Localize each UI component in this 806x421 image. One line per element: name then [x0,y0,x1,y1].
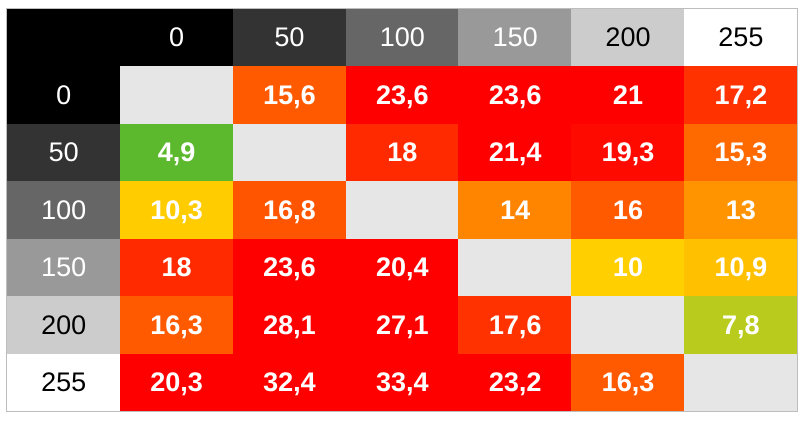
heatmap-cell: 10 [571,238,685,297]
heatmap-cell: 7,8 [684,296,798,355]
diagonal-cell [345,181,459,240]
heatmap-cell: 14 [458,181,572,240]
column-header: 0 [119,9,234,67]
heatmap-cell: 16,8 [232,181,347,240]
heatmap-cell: 21,4 [458,123,572,182]
row-header: 255 [7,353,121,412]
heatmap-cell: 16 [571,181,685,240]
heatmap-cell: 15,3 [684,123,798,182]
row-header: 50 [7,123,121,182]
heatmap-cell: 10,3 [119,181,234,240]
column-header: 255 [684,9,798,67]
heatmap-cell: 17,2 [684,66,798,125]
row-header: 150 [7,238,121,297]
heatmap-cell: 21 [571,66,685,125]
heatmap-cell: 17,6 [458,296,572,355]
diagonal-cell [458,238,572,297]
heatmap-cell: 18 [119,238,234,297]
diagonal-cell [684,353,798,412]
heatmap-cell: 13 [684,181,798,240]
heatmap-cell: 32,4 [232,353,347,412]
heatmap-cell: 20,3 [119,353,234,412]
heatmap-table: 0 50 100 150 200 255 0 15,6 23,6 23,6 21 17,2 50 4,9 1… [6,8,798,412]
heatmap-cell: 33,4 [345,353,459,412]
row-header: 0 [7,66,121,125]
column-header: 150 [458,9,572,67]
diagonal-cell [571,296,685,355]
heatmap-cell: 19,3 [571,123,685,182]
heatmap-cell: 16,3 [119,296,234,355]
heatmap-cell: 10,9 [684,238,798,297]
heatmap-cell: 23,2 [458,353,572,412]
heatmap-cell: 23,6 [232,238,347,297]
row-header: 100 [7,181,121,240]
heatmap-cell: 20,4 [345,238,459,297]
column-header: 100 [345,9,459,67]
diagonal-cell [232,123,347,182]
diagonal-cell [119,66,234,125]
row-header: 200 [7,296,121,355]
heatmap-cell: 23,6 [458,66,572,125]
column-header: 50 [232,9,347,67]
heatmap-cell: 16,3 [571,353,685,412]
heatmap-cell: 27,1 [345,296,459,355]
heatmap-cell: 18 [345,123,459,182]
heatmap-cell: 28,1 [232,296,347,355]
heatmap-cell: 4,9 [119,123,234,182]
heatmap-cell: 15,6 [232,66,347,125]
column-header: 200 [571,9,685,67]
heatmap-cell: 23,6 [345,66,459,125]
corner-cell [7,9,121,67]
